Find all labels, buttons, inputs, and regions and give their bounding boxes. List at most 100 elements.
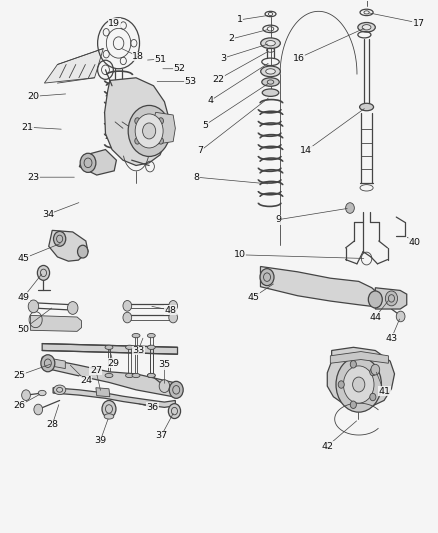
Text: 24: 24 — [80, 376, 92, 385]
Ellipse shape — [262, 89, 279, 96]
Polygon shape — [375, 288, 407, 309]
Ellipse shape — [132, 373, 140, 377]
Circle shape — [370, 368, 376, 376]
Polygon shape — [42, 357, 65, 368]
Text: 40: 40 — [409, 238, 420, 247]
Ellipse shape — [105, 373, 113, 377]
Text: 1: 1 — [237, 15, 243, 25]
Circle shape — [135, 138, 140, 144]
Circle shape — [80, 154, 96, 172]
Ellipse shape — [362, 25, 371, 30]
Text: 35: 35 — [159, 360, 170, 369]
Ellipse shape — [262, 78, 279, 86]
Text: 50: 50 — [18, 325, 29, 334]
Text: 25: 25 — [13, 371, 25, 380]
Text: 34: 34 — [42, 210, 54, 219]
Circle shape — [135, 118, 140, 124]
Circle shape — [28, 300, 39, 313]
Text: 20: 20 — [28, 92, 39, 101]
Text: 23: 23 — [28, 173, 39, 182]
Text: 27: 27 — [90, 366, 102, 375]
Text: 49: 49 — [18, 293, 29, 302]
Text: 48: 48 — [164, 305, 176, 314]
Text: 33: 33 — [132, 346, 145, 355]
Circle shape — [37, 265, 49, 280]
Text: 36: 36 — [147, 403, 159, 412]
Polygon shape — [105, 78, 169, 165]
Ellipse shape — [104, 414, 114, 419]
Circle shape — [368, 291, 382, 308]
Text: 29: 29 — [107, 359, 119, 368]
Circle shape — [260, 269, 274, 286]
Circle shape — [371, 365, 380, 375]
Text: 52: 52 — [174, 64, 186, 73]
Ellipse shape — [358, 22, 375, 32]
Circle shape — [350, 401, 357, 408]
Circle shape — [102, 400, 116, 417]
Text: 26: 26 — [13, 401, 25, 410]
Ellipse shape — [261, 38, 280, 49]
Circle shape — [21, 390, 30, 400]
Ellipse shape — [132, 334, 140, 338]
Text: 3: 3 — [220, 54, 226, 62]
Circle shape — [123, 301, 132, 311]
Circle shape — [159, 379, 170, 392]
Circle shape — [123, 312, 132, 323]
Text: 28: 28 — [46, 421, 58, 430]
Text: 41: 41 — [378, 387, 390, 396]
Ellipse shape — [53, 385, 66, 394]
Polygon shape — [261, 266, 381, 306]
Ellipse shape — [126, 373, 134, 377]
Text: 45: 45 — [247, 293, 259, 302]
Text: 39: 39 — [94, 437, 106, 446]
Circle shape — [385, 291, 398, 306]
Circle shape — [346, 203, 354, 213]
Text: 19: 19 — [108, 19, 120, 28]
Ellipse shape — [360, 103, 374, 111]
Circle shape — [53, 231, 66, 246]
Polygon shape — [42, 358, 182, 397]
Circle shape — [158, 118, 163, 124]
Text: 10: 10 — [234, 251, 246, 260]
Text: 37: 37 — [155, 431, 167, 440]
Circle shape — [169, 301, 177, 311]
Text: 42: 42 — [321, 442, 333, 451]
Circle shape — [338, 381, 344, 388]
Circle shape — [336, 357, 381, 412]
Ellipse shape — [261, 66, 280, 77]
Circle shape — [370, 393, 376, 401]
Circle shape — [78, 245, 88, 258]
Circle shape — [128, 106, 170, 157]
Circle shape — [350, 360, 357, 368]
Circle shape — [169, 312, 177, 323]
Text: 43: 43 — [385, 334, 398, 343]
Polygon shape — [327, 348, 395, 407]
Text: 9: 9 — [275, 215, 281, 224]
Circle shape — [135, 114, 163, 148]
Text: 17: 17 — [413, 19, 425, 28]
Text: 18: 18 — [132, 52, 144, 61]
Ellipse shape — [148, 373, 155, 377]
Polygon shape — [42, 344, 177, 354]
Circle shape — [396, 311, 405, 322]
Text: 4: 4 — [207, 96, 213, 105]
Circle shape — [41, 355, 55, 372]
Ellipse shape — [126, 345, 134, 350]
Polygon shape — [151, 112, 175, 144]
Ellipse shape — [148, 345, 155, 350]
Polygon shape — [44, 49, 103, 83]
Text: 51: 51 — [154, 55, 166, 63]
Ellipse shape — [105, 345, 113, 350]
Text: 2: 2 — [228, 35, 234, 44]
Circle shape — [343, 366, 374, 403]
Text: 16: 16 — [293, 54, 304, 62]
Ellipse shape — [148, 334, 155, 338]
Ellipse shape — [38, 390, 46, 395]
Text: 22: 22 — [212, 75, 224, 84]
Ellipse shape — [266, 41, 276, 46]
Text: 14: 14 — [300, 146, 312, 155]
Ellipse shape — [266, 69, 276, 74]
Circle shape — [169, 381, 183, 398]
Circle shape — [143, 123, 155, 139]
Polygon shape — [79, 150, 117, 175]
